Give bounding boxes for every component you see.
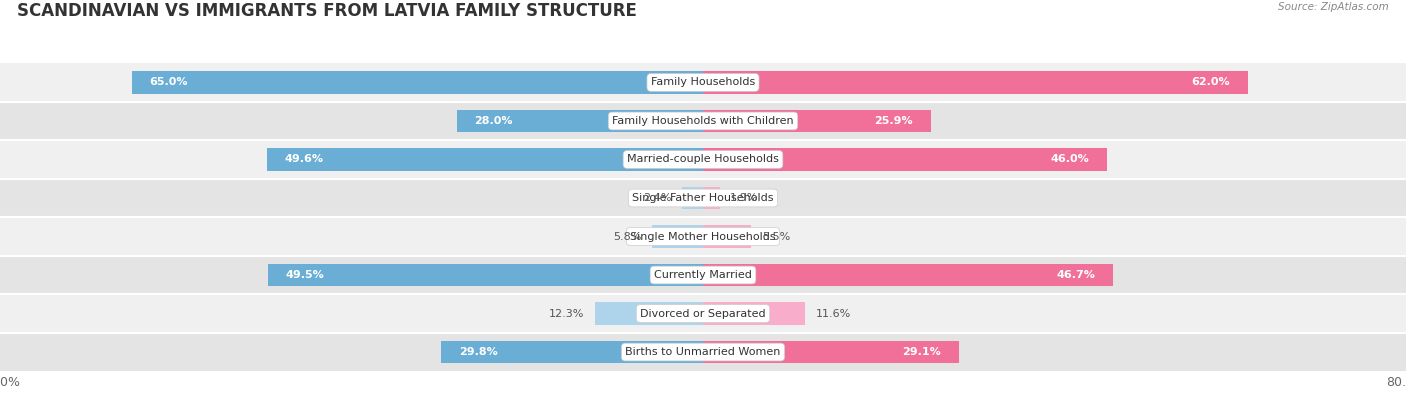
Bar: [457, 110, 703, 132]
Bar: [0, 217, 1406, 256]
Text: Divorced or Separated: Divorced or Separated: [640, 308, 766, 318]
Bar: [0, 179, 1406, 217]
Bar: [703, 341, 959, 363]
Bar: [703, 148, 1108, 171]
Bar: [0, 333, 1406, 371]
Text: Family Households with Children: Family Households with Children: [612, 116, 794, 126]
Bar: [703, 302, 804, 325]
Bar: [267, 148, 703, 171]
Bar: [703, 264, 1114, 286]
Text: 46.0%: 46.0%: [1050, 154, 1090, 164]
Text: 29.8%: 29.8%: [458, 347, 498, 357]
Text: 46.7%: 46.7%: [1057, 270, 1095, 280]
Text: Single Father Households: Single Father Households: [633, 193, 773, 203]
Bar: [0, 294, 1406, 333]
Bar: [703, 187, 720, 209]
Bar: [652, 225, 703, 248]
Text: 28.0%: 28.0%: [475, 116, 513, 126]
Bar: [703, 110, 931, 132]
Text: Family Households: Family Households: [651, 77, 755, 87]
Bar: [682, 187, 703, 209]
Bar: [0, 140, 1406, 179]
Text: Source: ZipAtlas.com: Source: ZipAtlas.com: [1278, 2, 1389, 12]
Bar: [441, 341, 703, 363]
Text: 25.9%: 25.9%: [875, 116, 912, 126]
Text: 11.6%: 11.6%: [815, 308, 851, 318]
Bar: [132, 71, 703, 94]
Bar: [0, 256, 1406, 294]
Text: Births to Unmarried Women: Births to Unmarried Women: [626, 347, 780, 357]
Bar: [269, 264, 703, 286]
Bar: [0, 63, 1406, 102]
Text: 12.3%: 12.3%: [548, 308, 585, 318]
Text: 49.6%: 49.6%: [285, 154, 323, 164]
Text: Single Mother Households: Single Mother Households: [630, 231, 776, 241]
Text: 5.5%: 5.5%: [762, 231, 790, 241]
Text: 5.8%: 5.8%: [613, 231, 641, 241]
Bar: [0, 102, 1406, 140]
Text: 65.0%: 65.0%: [149, 77, 188, 87]
Bar: [703, 71, 1249, 94]
Text: 2.4%: 2.4%: [643, 193, 672, 203]
Text: Currently Married: Currently Married: [654, 270, 752, 280]
Bar: [703, 225, 751, 248]
Text: Married-couple Households: Married-couple Households: [627, 154, 779, 164]
Text: 62.0%: 62.0%: [1192, 77, 1230, 87]
Bar: [595, 302, 703, 325]
Text: 49.5%: 49.5%: [285, 270, 325, 280]
Text: SCANDINAVIAN VS IMMIGRANTS FROM LATVIA FAMILY STRUCTURE: SCANDINAVIAN VS IMMIGRANTS FROM LATVIA F…: [17, 2, 637, 20]
Text: 1.9%: 1.9%: [730, 193, 759, 203]
Text: 29.1%: 29.1%: [903, 347, 941, 357]
